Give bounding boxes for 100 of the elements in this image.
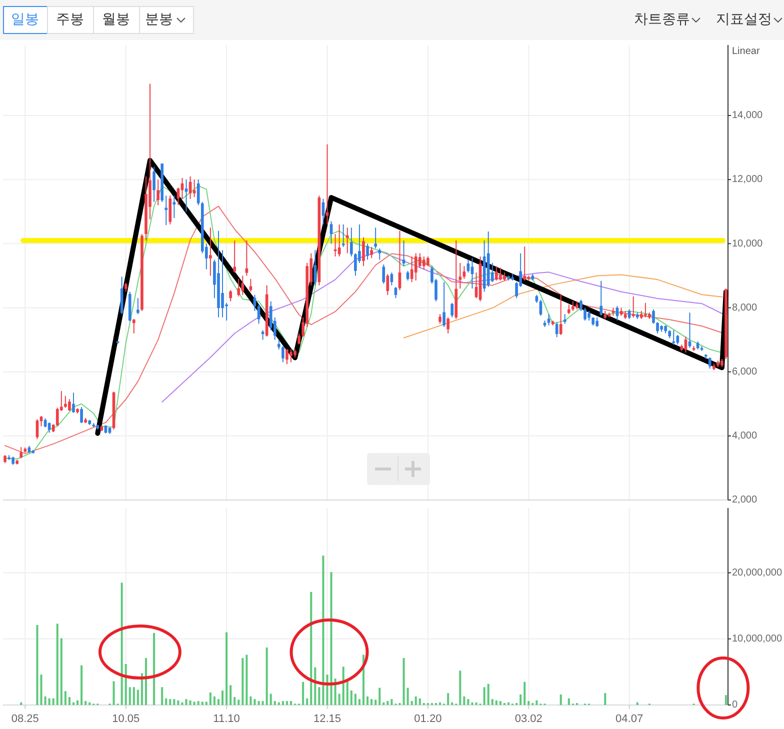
candlestick [600,280,603,316]
bar [306,698,308,705]
bar [274,701,276,705]
bar [322,556,324,705]
bar [128,687,131,705]
candlestick [346,227,349,254]
bar [402,658,405,705]
bar [483,687,486,705]
candlestick [494,266,498,282]
candlestick [290,348,292,363]
bar [169,699,172,705]
candlestick [458,262,462,290]
bar [467,699,470,705]
x-tick-label: 08.25 [11,713,39,725]
x-tick-label: 03.02 [514,713,542,725]
bar [270,694,272,705]
candlestick [168,195,172,225]
candlestick [298,332,300,346]
candlestick [282,346,284,363]
bar [378,688,381,705]
bar [471,702,474,705]
candlestick [616,306,619,322]
bar [246,654,248,705]
bar [520,694,522,705]
bar [209,692,212,705]
bar [636,702,638,705]
candlestick [72,392,75,414]
candlestick [277,339,280,350]
bar [238,700,240,705]
candlestick [438,314,442,324]
bar [278,702,280,705]
bar [254,699,256,705]
bar [330,572,332,705]
bar [80,665,83,705]
bar [201,702,204,705]
bar [36,625,38,705]
candlestick [656,322,659,334]
bar [250,696,252,705]
bar [507,702,510,705]
y-tick-label: 12,000 [732,174,764,186]
y-tick-label: 8,000 [732,302,758,314]
bar [382,702,385,705]
candlestick [547,314,550,326]
candlestick [446,316,450,334]
bar [354,694,356,705]
text: 지표설정 [716,10,772,27]
y-tick-label: 20,000,000 [732,567,782,578]
bar [185,699,188,705]
candlestick [314,250,317,286]
candlestick [370,246,373,259]
candlestick [209,227,212,276]
bar [161,687,164,705]
bar [60,638,62,705]
x-tick-label: 12.15 [313,713,341,725]
bar [282,701,284,705]
bar [197,701,200,705]
bar [338,694,340,705]
candlestick [286,348,288,365]
candlestick [350,227,353,257]
candlestick [152,166,156,203]
candlestick [402,240,406,267]
candlestick [386,274,390,296]
bar [234,697,236,705]
bar [370,699,373,705]
x-tick-label: 01.20 [414,713,442,725]
bar [72,702,74,705]
candlestick [184,179,188,212]
y-tick-label: 6,000 [732,366,758,378]
candlestick [362,236,365,267]
candlestick [221,250,224,318]
candlestick [382,264,386,284]
candlestick [466,259,470,273]
bar [366,696,369,705]
candlestick [64,395,67,408]
bar [390,699,393,705]
candlestick [442,282,446,328]
line-series [162,250,722,402]
bar [491,699,494,705]
bar [136,690,139,705]
bar [302,682,304,705]
bar [48,698,50,705]
bar [410,701,413,705]
candlestick [241,275,244,296]
bar [536,700,538,705]
candlestick [563,314,566,324]
bar [724,695,727,705]
text: 월봉 [102,10,130,27]
candlestick [233,240,236,273]
bar [350,690,352,705]
bar [230,685,232,705]
candlestick [676,334,680,346]
x-tick-label: 10.05 [112,713,140,725]
bar [414,696,417,705]
candlestick [652,308,655,324]
bar [52,698,54,705]
bar [604,693,606,705]
bar [463,696,466,705]
candlestick [354,252,357,276]
candlestick [237,278,240,298]
bar [68,697,70,705]
